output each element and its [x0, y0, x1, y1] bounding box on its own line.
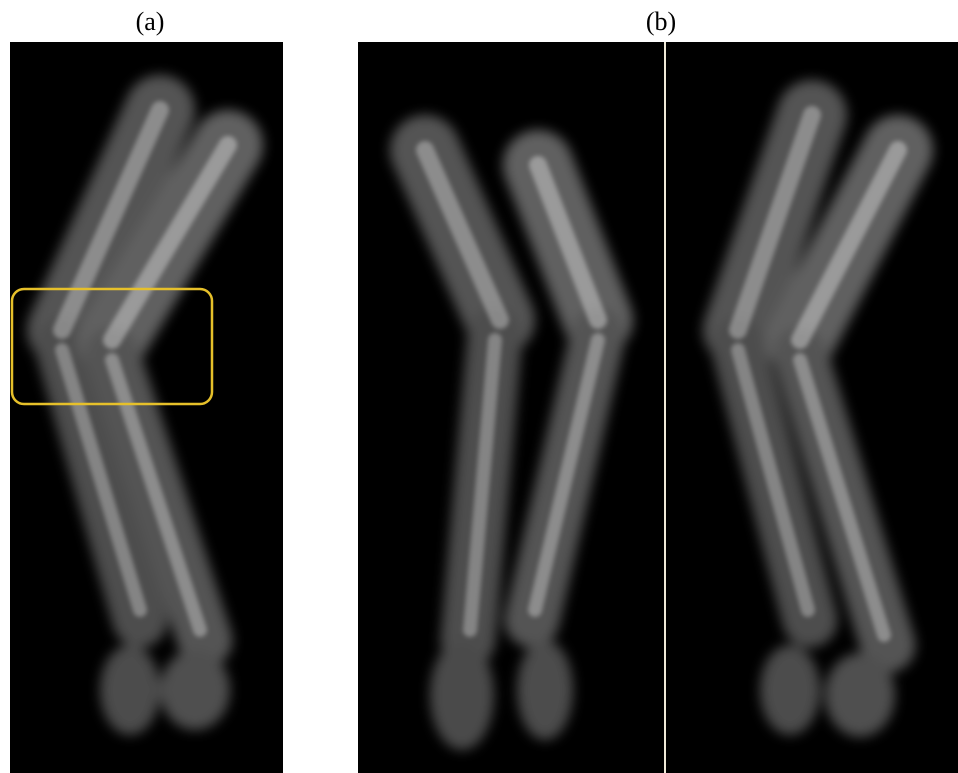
panel-label: (a): [136, 7, 165, 36]
figure: (a) (b): [0, 0, 958, 773]
page: (a) (b): [0, 0, 958, 773]
xray-image: [10, 42, 283, 773]
xray-image: [358, 42, 958, 773]
panel-label: (b): [646, 7, 676, 36]
